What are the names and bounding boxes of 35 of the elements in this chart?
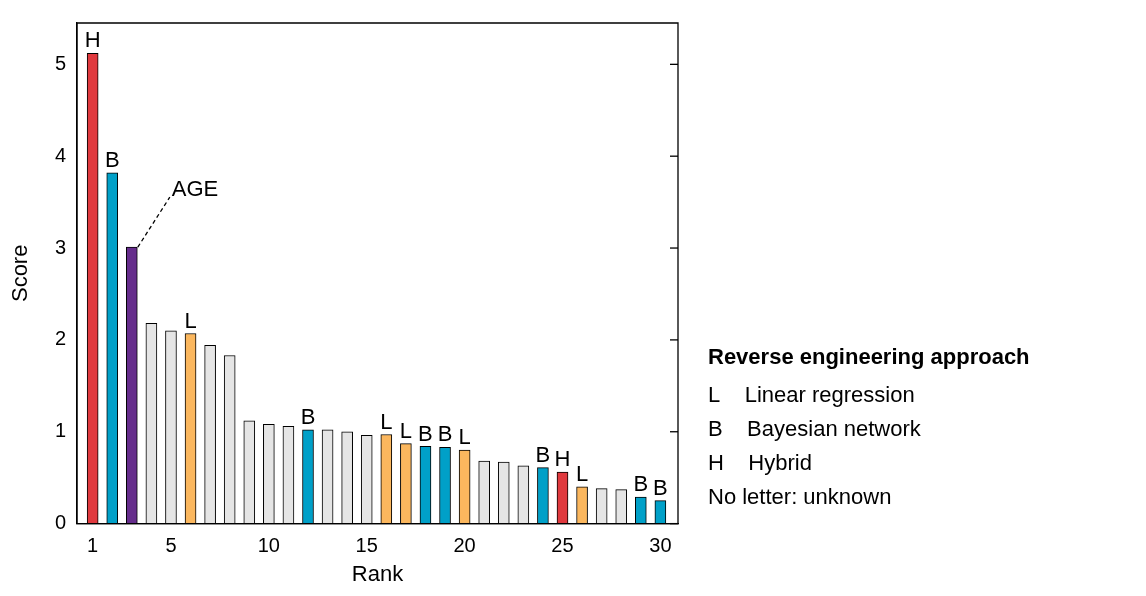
y-tick-label: 5 (54, 51, 66, 74)
annotation: L (575, 460, 589, 486)
x-tick-label: 10 (257, 534, 280, 557)
annotation: B (653, 474, 668, 500)
annotation: B (633, 471, 649, 497)
y-tick-label: 0 (54, 511, 66, 534)
annotation: L (399, 417, 413, 443)
annotation: H (84, 27, 101, 53)
x-tick-label: 25 (551, 534, 574, 557)
y-tick-label: 1 (54, 419, 66, 442)
x-axis-title: Rank (351, 560, 405, 586)
y-tick-label: 4 (54, 143, 66, 166)
annotation: B (418, 420, 433, 446)
annotation: L (380, 408, 393, 434)
text: No letter: unknown (708, 483, 893, 511)
x-tick-label: 1 (87, 534, 99, 557)
y-tick-label: 3 (54, 235, 66, 258)
annotation: L (458, 424, 471, 450)
annotation: L (184, 307, 197, 333)
annotation: B (104, 146, 120, 172)
text: L Linear regression (708, 381, 916, 409)
annotation: AGE (171, 176, 219, 202)
annotation: B (437, 421, 453, 447)
y-tick-label: 2 (54, 327, 66, 350)
x-tick-label: 20 (453, 534, 476, 557)
x-tick-label: 30 (649, 534, 672, 557)
text: H Hybrid (708, 449, 813, 477)
text: Reverse engineering approach (708, 343, 1030, 371)
annotation: H (554, 446, 571, 472)
y-axis-title: Score (7, 244, 33, 303)
text: B Bayesian network (708, 415, 922, 443)
annotation: B (535, 441, 551, 467)
x-tick-label: 15 (355, 534, 378, 557)
annotation: B (300, 403, 316, 429)
x-tick-label: 5 (165, 534, 177, 557)
